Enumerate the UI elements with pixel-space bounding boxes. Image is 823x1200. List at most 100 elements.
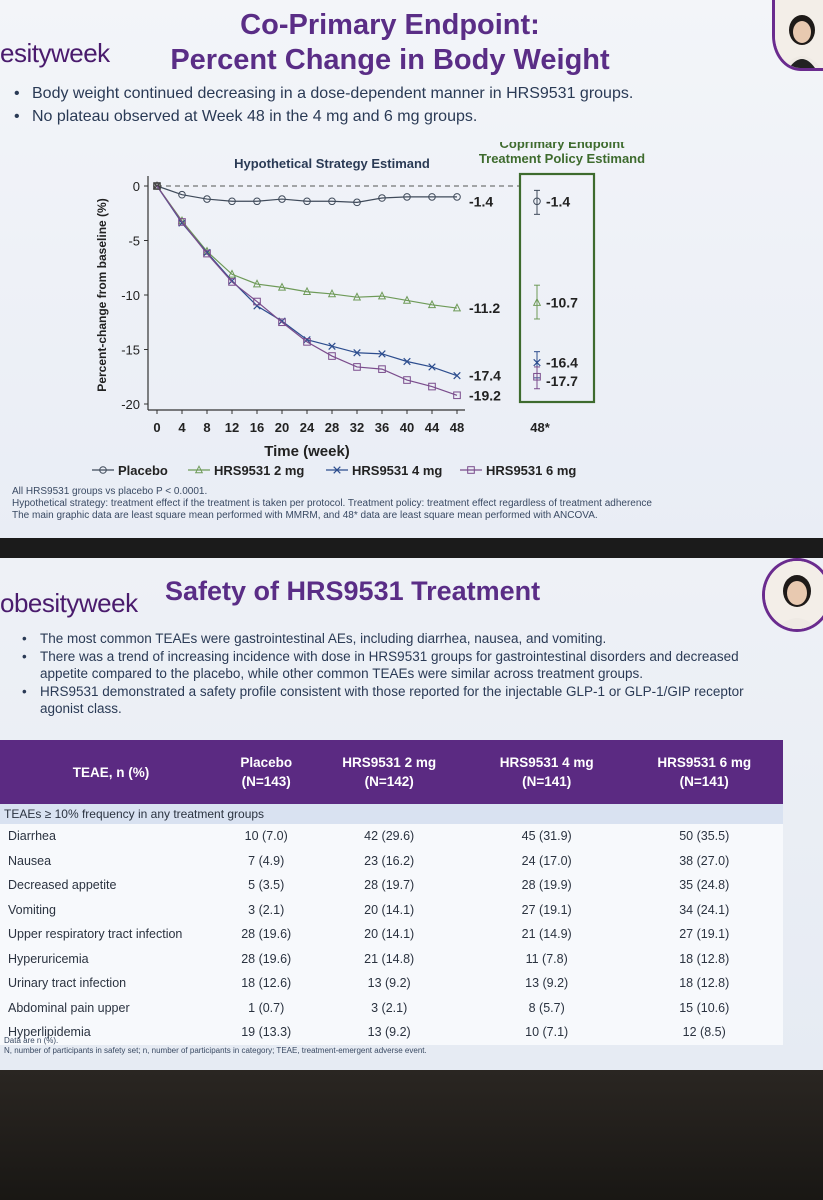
treatment-policy-box	[518, 172, 596, 404]
marker-triangle	[352, 292, 362, 301]
weight-change-chart: Hypothetical Strategy Estimand Coprimary …	[92, 142, 645, 478]
marker-circle	[278, 195, 286, 203]
table-cell: 13 (9.2)	[310, 1020, 468, 1045]
table-row: Nausea 7 (4.9) 23 (16.2) 24 (17.0) 38 (27.0)	[0, 848, 783, 873]
header-6mg: HRS9531 6 mg (N=141)	[625, 740, 783, 804]
slide2-bullets: The most common TEAEs were gastrointesti…	[20, 630, 780, 718]
marker-x	[428, 363, 436, 371]
table-cell: 21 (14.9)	[467, 922, 626, 947]
x-tick-label: 0	[153, 420, 160, 435]
bullet-item: Body weight continued decreasing in a do…	[12, 82, 732, 105]
end-value-label: -17.4	[469, 368, 501, 384]
table-cell: 28 (19.9)	[467, 873, 626, 898]
marker-x	[353, 349, 361, 357]
policy-value-label: -16.4	[546, 355, 578, 371]
chart-title-coprimary: Coprimary Endpoint	[500, 142, 626, 151]
table-row: Hyperlipidemia 19 (13.3) 13 (9.2) 10 (7.1) 1…	[0, 1020, 783, 1045]
title-line-2: Percent Change in Body Weight	[170, 44, 610, 76]
table-cell: 3 (2.1)	[222, 897, 311, 922]
slide-separator	[0, 538, 823, 558]
row-label: Urinary tract infection	[0, 971, 222, 996]
bullet-item: The most common TEAEs were gastrointesti…	[20, 630, 780, 648]
marker-square	[467, 466, 475, 474]
header-teae: TEAE, n (%)	[0, 740, 222, 804]
table-cell: 27 (19.1)	[625, 922, 783, 947]
marker-circle	[428, 193, 436, 201]
y-tick-label: -15	[121, 343, 140, 358]
marker-square	[253, 297, 261, 306]
table-cell: 35 (24.8)	[625, 873, 783, 898]
footnote: All HRS9531 groups vs placebo P < 0.0001…	[12, 486, 208, 497]
marker-square	[178, 218, 186, 226]
policy-value-label: -10.7	[546, 295, 578, 311]
marker-circle	[228, 197, 236, 206]
footnote: N, number of participants in safety set;…	[4, 1046, 427, 1055]
marker-square	[303, 338, 311, 346]
slide-body-weight: esityweek Co-Primary Endpoint: Percent C…	[0, 0, 823, 538]
bullet-item: No plateau observed at Week 48 in the 4 …	[12, 105, 732, 128]
speaker-avatar	[772, 0, 823, 71]
table-row: Abdominal pain upper 1 (0.7) 3 (2.1) 8 (5.7…	[0, 995, 783, 1020]
marker-x	[328, 342, 336, 350]
legend-label: Placebo	[118, 463, 168, 478]
slide-safety: obesityweek Safety of HRS9531 Treatment …	[0, 558, 823, 1070]
x-tick-label-48star: 48*	[530, 420, 550, 435]
marker-x	[333, 466, 341, 474]
marker-square	[533, 372, 541, 381]
row-label: Nausea	[0, 848, 222, 873]
header-2mg: HRS9531 2 mg (N=142)	[310, 740, 468, 804]
y-tick-label: -10	[121, 288, 140, 303]
table-header-row: TEAE, n (%) Placebo (N=143) HRS9531 2 mg(…	[0, 740, 783, 804]
marker-square	[328, 352, 336, 360]
table-cell: 3 (2.1)	[310, 995, 468, 1020]
table-cell: 11 (7.8)	[467, 946, 626, 971]
marker-circle	[353, 198, 361, 207]
x-tick-label: 12	[225, 420, 239, 435]
row-label: Diarrhea	[0, 824, 222, 849]
marker-triangle	[252, 279, 262, 288]
table-cell: 38 (27.0)	[625, 848, 783, 873]
table-row: Decreased appetite 5 (3.5) 28 (19.7) 28 (19…	[0, 873, 783, 898]
marker-triangle	[532, 297, 542, 306]
row-label: Vomiting	[0, 897, 222, 922]
table-cell: 34 (24.1)	[625, 897, 783, 922]
bullet-item: There was a trend of increasing incidenc…	[20, 648, 780, 683]
table-cell: 28 (19.7)	[310, 873, 468, 898]
footnote: Data are n (%).	[4, 1036, 59, 1045]
marker-x	[403, 357, 411, 366]
series-line-1	[156, 185, 458, 309]
table-cell: 18 (12.8)	[625, 971, 783, 996]
end-value-label: -11.2	[469, 300, 500, 316]
x-tick-label: 4	[178, 420, 186, 435]
marker-triangle	[194, 465, 204, 474]
marker-x	[303, 335, 311, 344]
marker-circle	[178, 190, 186, 199]
table-cell: 5 (3.5)	[222, 873, 311, 898]
table-row: Diarrhea 10 (7.0) 42 (29.6) 45 (31.9) 50 (35…	[0, 824, 783, 849]
x-tick-label: 40	[400, 420, 414, 435]
table-cell: 20 (14.1)	[310, 897, 468, 922]
marker-triangle	[277, 282, 287, 291]
series-line-3	[156, 185, 458, 396]
table-cell: 20 (14.1)	[310, 922, 468, 947]
marker-triangle	[302, 286, 312, 296]
legend-label: HRS9531 6 mg	[486, 463, 576, 478]
title-line-1: Co-Primary Endpoint:	[240, 9, 540, 41]
series-line-0	[156, 185, 457, 203]
marker-circle	[99, 466, 107, 474]
slide1-footnotes: All HRS9531 groups vs placebo P < 0.0001…	[12, 486, 812, 522]
x-tick-label: 24	[300, 420, 315, 435]
x-tick-label: 44	[425, 420, 440, 435]
marker-triangle	[327, 288, 337, 298]
marker-square	[428, 382, 436, 391]
marker-square	[353, 363, 361, 371]
marker-x	[453, 371, 461, 380]
teae-table: TEAE, n (%) Placebo (N=143) HRS9531 2 mg(…	[0, 740, 783, 1045]
row-label: Upper respiratory tract infection	[0, 922, 222, 947]
table-cell: 19 (13.3)	[222, 1020, 311, 1045]
slide-title: Safety of HRS9531 Treatment	[165, 576, 541, 606]
marker-circle	[253, 197, 261, 206]
table-cell: 27 (19.1)	[467, 897, 626, 922]
marker-circle	[378, 194, 386, 202]
marker-x	[533, 358, 541, 367]
